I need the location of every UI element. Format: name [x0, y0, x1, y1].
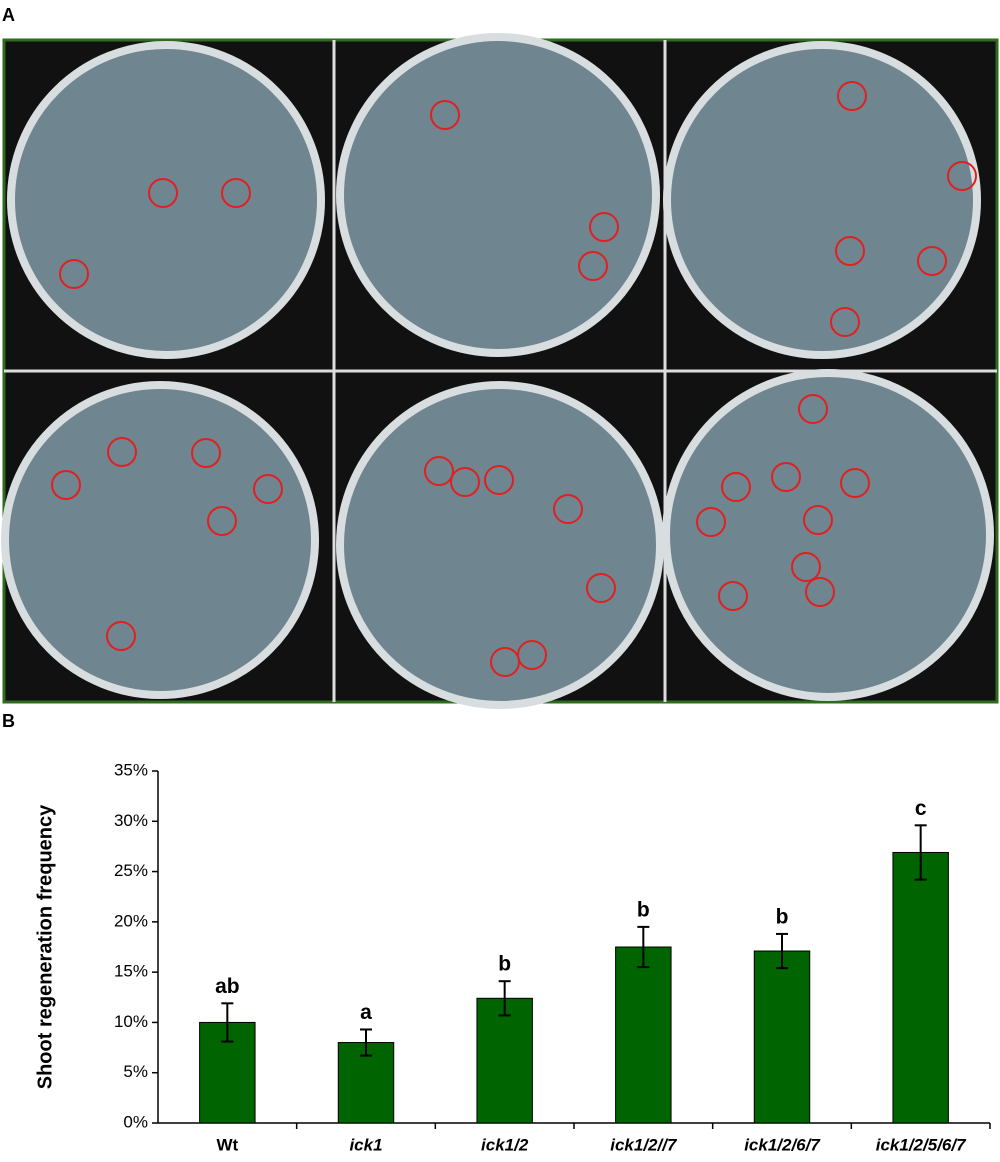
y-tick-label: 0% — [123, 1112, 148, 1131]
bar — [615, 946, 672, 1124]
y-tick-label: 10% — [114, 1012, 148, 1031]
significance-letter: b — [776, 905, 789, 928]
x-tick-label: ick1/2/6/7 — [744, 1135, 821, 1154]
panel-label: A — [2, 5, 15, 25]
significance-letter: c — [915, 797, 927, 820]
bar — [753, 950, 811, 1124]
x-tick-label: Wt — [216, 1135, 238, 1154]
bar-chart: Shoot regeneration frequency — [34, 804, 56, 1089]
x-tick-label: ick1 — [349, 1135, 382, 1154]
y-tick-label: 15% — [114, 962, 148, 981]
bar — [892, 851, 949, 1124]
panel-label: B — [2, 711, 15, 731]
y-tick-label: 25% — [114, 861, 148, 880]
x-tick-label: ick1/2/5/6/7 — [876, 1135, 967, 1154]
bar — [476, 997, 533, 1124]
y-tick-label: 30% — [114, 811, 148, 830]
significance-letter: a — [360, 1001, 372, 1024]
y-tick-label: 20% — [114, 911, 148, 930]
significance-letter: ab — [215, 975, 240, 998]
significance-letter: b — [637, 898, 650, 921]
significance-letter: b — [498, 953, 511, 976]
y-tick-label: 5% — [123, 1062, 148, 1081]
y-axis-label: Shoot regeneration frequency — [34, 804, 56, 1089]
photo-panel — [1, 33, 999, 709]
x-tick-label: ick1/2 — [481, 1135, 529, 1154]
x-tick-label: ick1/2//7 — [610, 1135, 678, 1154]
y-tick-label: 35% — [114, 760, 148, 779]
